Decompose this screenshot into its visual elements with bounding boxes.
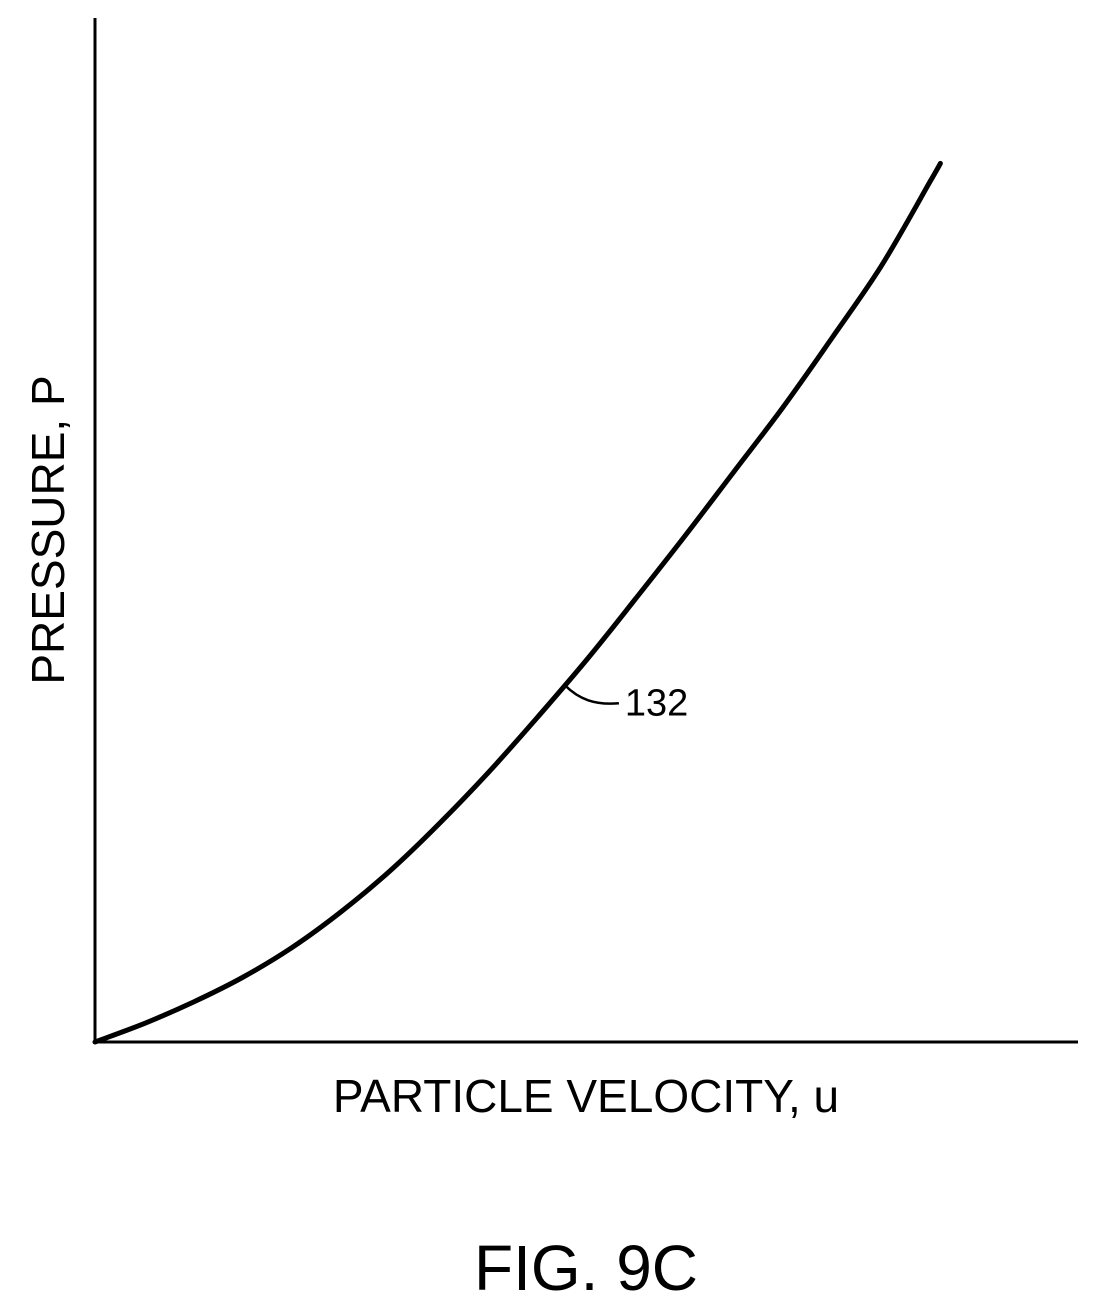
callout-label-132: 132 bbox=[625, 682, 688, 724]
callout-leader-line bbox=[564, 684, 620, 705]
y-axis-label: PRESSURE, P bbox=[22, 375, 74, 684]
figure-caption: FIG. 9C bbox=[474, 1232, 698, 1304]
x-axis-label: PARTICLE VELOCITY, u bbox=[333, 1070, 839, 1122]
plot-area: 132 bbox=[92, 18, 1078, 1045]
series-line-132 bbox=[92, 160, 943, 1045]
